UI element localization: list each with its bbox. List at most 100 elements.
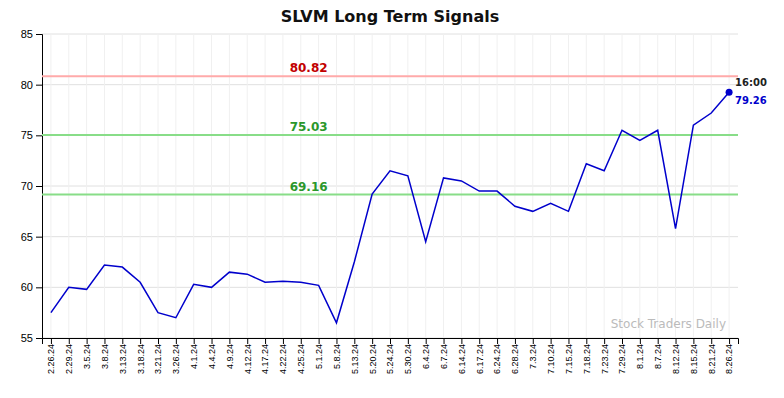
reference-line bbox=[42, 194, 738, 196]
grid-line-x bbox=[675, 34, 676, 338]
x-tick: 5.1.24 bbox=[314, 338, 324, 369]
x-tick-line bbox=[693, 338, 694, 344]
grid-line-x bbox=[140, 34, 141, 338]
x-tick-label: 7.15.24 bbox=[564, 344, 574, 374]
grid-line-x bbox=[68, 34, 69, 338]
grid-line-x bbox=[390, 34, 391, 338]
x-tick-line bbox=[729, 338, 730, 344]
x-tick-label: 4.9.24 bbox=[225, 344, 235, 369]
x-tick-label: 4.17.24 bbox=[260, 344, 270, 374]
x-tick-label: 5.24.24 bbox=[385, 344, 395, 374]
x-tick-label: 3.8.24 bbox=[100, 344, 110, 369]
x-tick-line bbox=[319, 338, 320, 344]
x-tick: 4.1.24 bbox=[189, 338, 199, 369]
x-tick: 6.28.24 bbox=[510, 338, 520, 374]
grid-line-y bbox=[42, 135, 738, 136]
x-tick-label: 4.22.24 bbox=[278, 344, 288, 374]
x-tick: 7.15.24 bbox=[564, 338, 574, 374]
x-tick-label: 5.1.24 bbox=[314, 344, 324, 369]
x-tick: 3.21.24 bbox=[153, 338, 163, 374]
x-tick-label: 6.14.24 bbox=[457, 344, 467, 374]
grid-line-x bbox=[175, 34, 176, 338]
x-tick-line bbox=[622, 338, 623, 344]
x-tick: 4.25.24 bbox=[296, 338, 306, 374]
last-time-label: 16:00 bbox=[735, 77, 767, 88]
x-tick-label: 6.17.24 bbox=[475, 344, 485, 374]
y-tick-label: 85 bbox=[21, 28, 33, 40]
x-tick: 8.7.24 bbox=[653, 338, 663, 369]
x-tick-line bbox=[158, 338, 159, 344]
x-tick: 3.8.24 bbox=[100, 338, 110, 369]
price-line bbox=[51, 92, 729, 323]
reference-label: 75.03 bbox=[290, 120, 328, 134]
x-tick: 5.30.24 bbox=[403, 338, 413, 374]
y-tick-label: 55 bbox=[21, 332, 33, 344]
grid-line-x bbox=[443, 34, 444, 338]
y-tick: 75 bbox=[21, 129, 42, 141]
y-tick-line bbox=[36, 34, 42, 35]
x-tick-label: 8.7.24 bbox=[653, 344, 663, 369]
x-tick: 8.26.24 bbox=[724, 338, 734, 374]
x-tick-label: 5.30.24 bbox=[403, 344, 413, 374]
x-tick-line bbox=[265, 338, 266, 344]
x-tick-label: 2.29.24 bbox=[64, 344, 74, 374]
x-tick-label: 5.8.24 bbox=[332, 344, 342, 369]
x-tick: 5.8.24 bbox=[332, 338, 342, 369]
y-tick-line bbox=[36, 186, 42, 187]
x-tick-line bbox=[568, 338, 569, 344]
x-tick-line bbox=[479, 338, 480, 344]
x-tick: 6.7.24 bbox=[439, 338, 449, 369]
x-tick-line bbox=[122, 338, 123, 344]
grid-line-x bbox=[586, 34, 587, 338]
x-tick-line bbox=[497, 338, 498, 344]
x-tick-label: 8.1.24 bbox=[635, 344, 645, 369]
grid-line-x bbox=[50, 34, 51, 338]
x-tick-label: 3.13.24 bbox=[118, 344, 128, 374]
y-tick-label: 70 bbox=[21, 180, 33, 192]
x-tick-line bbox=[426, 338, 427, 344]
x-tick: 8.21.24 bbox=[707, 338, 717, 374]
y-tick-label: 80 bbox=[21, 79, 33, 91]
x-tick: 7.29.24 bbox=[617, 338, 627, 374]
x-tick-label: 7.18.24 bbox=[582, 344, 592, 374]
x-tick-line bbox=[283, 338, 284, 344]
marks bbox=[42, 76, 738, 322]
x-tick-line bbox=[69, 338, 70, 344]
grid-line-x bbox=[425, 34, 426, 338]
grid-line-x bbox=[86, 34, 87, 338]
reference-line bbox=[42, 75, 738, 77]
grid-line-x bbox=[514, 34, 515, 338]
x-tick-line bbox=[676, 338, 677, 344]
x-tick-line bbox=[140, 338, 141, 344]
x-tick: 7.18.24 bbox=[582, 338, 592, 374]
grid-line-x bbox=[158, 34, 159, 338]
x-tick-line bbox=[51, 338, 52, 344]
y-tick-line bbox=[36, 237, 42, 238]
grid-line-x bbox=[122, 34, 123, 338]
x-tick-line bbox=[87, 338, 88, 344]
x-tick-label: 7.29.24 bbox=[617, 344, 627, 374]
grid-line-x bbox=[211, 34, 212, 338]
x-tick-line bbox=[658, 338, 659, 344]
x-tick-line bbox=[354, 338, 355, 344]
x-tick-line bbox=[194, 338, 195, 344]
y-tick-label: 60 bbox=[21, 281, 33, 293]
x-tick: 3.26.24 bbox=[171, 338, 181, 374]
x-tick: 5.13.24 bbox=[350, 338, 360, 374]
x-tick-line bbox=[212, 338, 213, 344]
grid-line-x bbox=[711, 34, 712, 338]
x-tick-line bbox=[408, 338, 409, 344]
grid-line-x bbox=[568, 34, 569, 338]
x-tick: 2.29.24 bbox=[64, 338, 74, 374]
x-tick-line bbox=[461, 338, 462, 344]
x-tick: 4.12.24 bbox=[243, 338, 253, 374]
x-tick-line bbox=[640, 338, 641, 344]
grid-line-x bbox=[247, 34, 248, 338]
x-tick-label: 6.7.24 bbox=[439, 344, 449, 369]
y-tick-line bbox=[36, 287, 42, 288]
x-tick-label: 3.18.24 bbox=[136, 344, 146, 374]
x-tick: 7.10.24 bbox=[546, 338, 556, 374]
x-tick-line bbox=[515, 338, 516, 344]
grid-line-x bbox=[461, 34, 462, 338]
reference-label: 80.82 bbox=[290, 61, 328, 75]
